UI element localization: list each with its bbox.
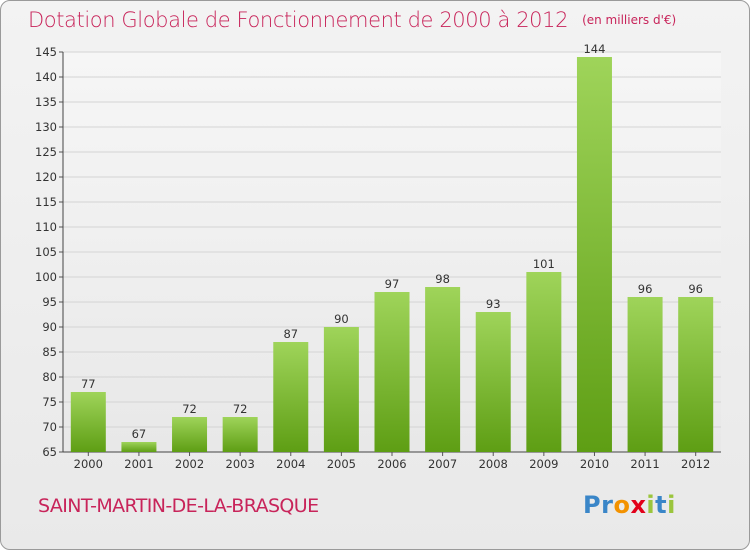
bar xyxy=(678,297,714,452)
x-tick-label: 2003 xyxy=(226,457,255,471)
y-tick-label: 105 xyxy=(35,245,57,259)
x-tick-label: 2008 xyxy=(479,457,508,471)
y-tick-label: 115 xyxy=(35,195,57,209)
chart-title-text: Dotation Globale de Fonctionnement de 20… xyxy=(28,8,569,32)
x-tick-label: 2005 xyxy=(327,457,356,471)
bar xyxy=(273,342,309,452)
bar-value-label: 96 xyxy=(638,282,653,296)
bar-value-label: 87 xyxy=(283,327,298,341)
x-tick-label: 2002 xyxy=(175,457,204,471)
bar xyxy=(526,272,562,452)
logo-letter: o xyxy=(613,491,631,519)
logo-letter: t xyxy=(655,491,668,519)
logo-letter: i xyxy=(667,491,676,519)
y-tick-label: 95 xyxy=(42,295,57,309)
logo-letter: P xyxy=(583,491,602,519)
y-tick-label: 140 xyxy=(35,70,57,84)
bar xyxy=(475,312,511,452)
bar xyxy=(425,287,461,452)
commune-name: SAINT-MARTIN-DE-LA-BRASQUE xyxy=(38,495,319,517)
y-tick-label: 75 xyxy=(42,395,57,409)
x-tick-label: 2010 xyxy=(580,457,609,471)
bar xyxy=(627,297,663,452)
x-tick-label: 2009 xyxy=(529,457,558,471)
x-tick-label: 2007 xyxy=(428,457,457,471)
bar-value-label: 72 xyxy=(182,402,197,416)
bar xyxy=(374,292,410,452)
logo-letter: x xyxy=(630,491,647,519)
bar-value-label: 97 xyxy=(385,277,400,291)
bar-value-label: 96 xyxy=(688,282,703,296)
x-tick-label: 2000 xyxy=(74,457,103,471)
chart-title: Dotation Globale de Fonctionnement de 20… xyxy=(28,8,676,32)
y-tick-label: 125 xyxy=(35,145,57,159)
y-tick-label: 80 xyxy=(42,370,57,384)
y-tick-label: 90 xyxy=(42,320,57,334)
bar-value-label: 98 xyxy=(435,272,450,286)
bar-value-label: 93 xyxy=(486,297,501,311)
y-tick-label: 70 xyxy=(42,420,57,434)
logo-letter: i xyxy=(646,491,656,519)
y-tick-label: 100 xyxy=(35,270,57,284)
bar xyxy=(172,417,208,452)
y-tick-label: 145 xyxy=(35,45,57,59)
bar-value-label: 77 xyxy=(81,377,96,391)
bar xyxy=(70,392,106,452)
y-tick-label: 65 xyxy=(42,445,57,459)
chart-unit-text: (en milliers d'€) xyxy=(582,13,677,27)
x-tick-label: 2012 xyxy=(681,457,710,471)
bar xyxy=(121,442,157,452)
bar-value-label: 90 xyxy=(334,312,349,326)
proxiti-logo: Proxiti xyxy=(583,491,676,519)
logo-letter: r xyxy=(601,491,614,519)
bar-value-label: 144 xyxy=(583,42,605,56)
y-tick-label: 110 xyxy=(35,220,57,234)
y-tick-label: 85 xyxy=(42,345,57,359)
x-tick-label: 2001 xyxy=(124,457,153,471)
bar xyxy=(222,417,258,452)
bar-value-label: 101 xyxy=(533,257,555,271)
x-tick-label: 2006 xyxy=(377,457,406,471)
y-tick-label: 130 xyxy=(35,120,57,134)
bar-value-label: 72 xyxy=(233,402,248,416)
bar-value-label: 67 xyxy=(132,427,147,441)
y-tick-label: 135 xyxy=(35,95,57,109)
x-tick-label: 2004 xyxy=(276,457,305,471)
y-tick-label: 120 xyxy=(35,170,57,184)
bar xyxy=(323,327,359,452)
bar xyxy=(576,57,612,452)
x-tick-label: 2011 xyxy=(630,457,659,471)
